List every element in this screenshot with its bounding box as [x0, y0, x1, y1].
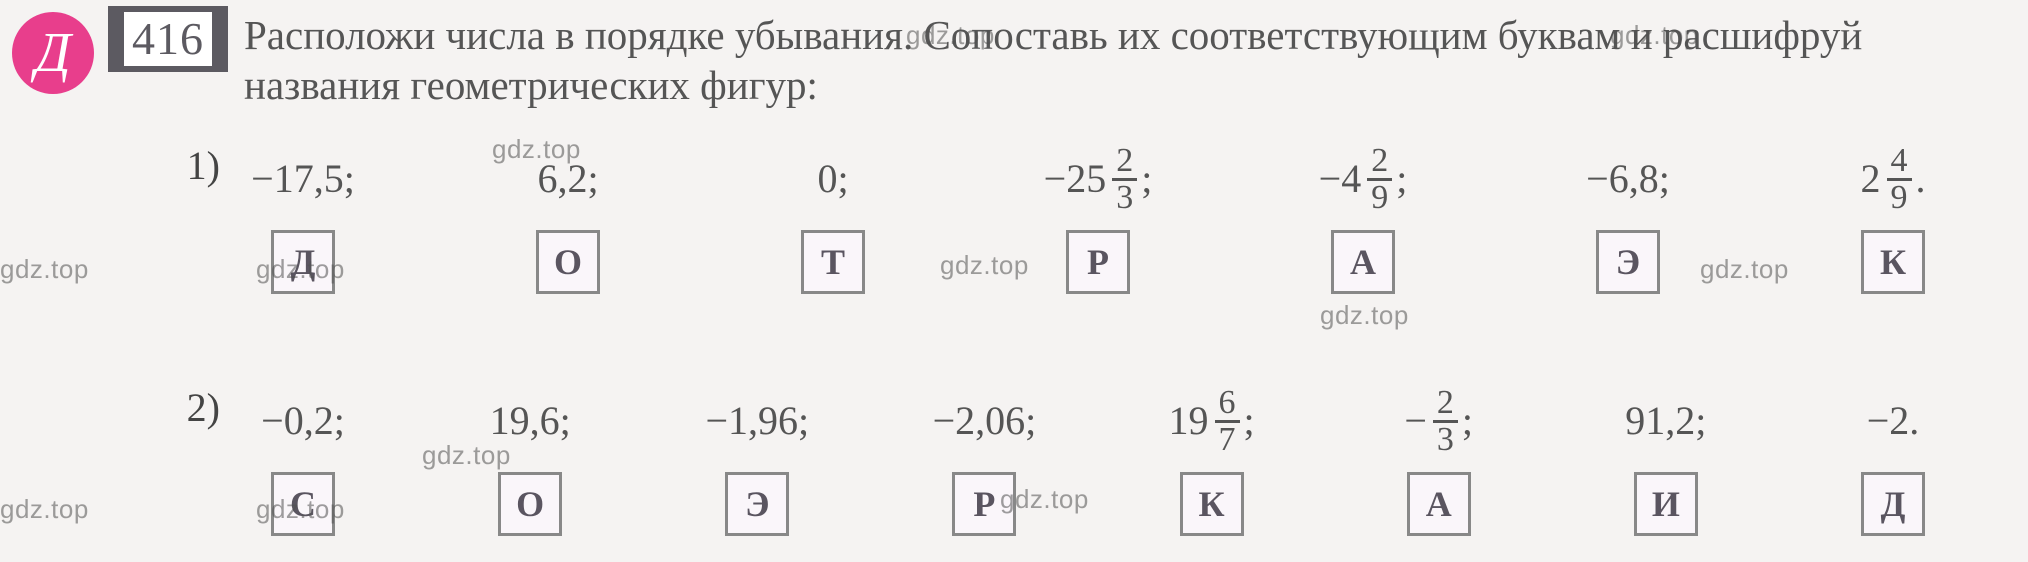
letter-box: К — [1180, 472, 1244, 536]
row-2-item: 91,2; И — [1591, 384, 1741, 536]
letter: Э — [745, 483, 769, 525]
letter: О — [554, 241, 582, 283]
letter: Д — [291, 241, 316, 283]
row-1-item: 6,2; О — [493, 142, 643, 294]
task-text: Расположи числа в порядке убывания. Сопо… — [244, 10, 1998, 110]
fraction: 67 — [1215, 386, 1240, 457]
letter-box: Р — [952, 472, 1016, 536]
number-value: 19,6; — [490, 384, 571, 458]
watermark: gdz.top — [0, 494, 89, 525]
row-2-item: −1,96; Э — [682, 384, 832, 536]
letter: А — [1350, 241, 1376, 283]
row-1: 1) −17,5; Д 6,2; О 0; Т −2523; Р −429; А −6,8; Э 249… — [140, 142, 1968, 294]
letter: О — [516, 483, 544, 525]
letter: И — [1652, 483, 1680, 525]
number-value: −2523; — [1044, 142, 1153, 216]
letter: А — [1426, 483, 1452, 525]
letter: К — [1199, 483, 1225, 525]
row-2-item: −2. Д — [1818, 384, 1968, 536]
number-value: −23; — [1404, 384, 1473, 458]
number-value: 6,2; — [537, 142, 598, 216]
row-2-items: −0,2; С 19,6; О −1,96; Э −2,06; Р 1967; К −23; А 91,… — [228, 384, 1968, 536]
number-value: −429; — [1319, 142, 1408, 216]
watermark: gdz.top — [0, 254, 89, 285]
letter-box: К — [1861, 230, 1925, 294]
letter: Д — [1881, 483, 1906, 525]
number-value: −1,96; — [705, 384, 809, 458]
number-value: −2,06; — [933, 384, 1037, 458]
row-2: 2) −0,2; С 19,6; О −1,96; Э −2,06; Р 1967; К −23; А… — [140, 384, 1968, 536]
fraction: 23 — [1112, 144, 1137, 215]
row-1-item: −2523; Р — [1023, 142, 1173, 294]
row-1-item: 0; Т — [758, 142, 908, 294]
letter-box: Д — [1861, 472, 1925, 536]
fraction: 29 — [1367, 144, 1392, 215]
row-1-item: −6,8; Э — [1553, 142, 1703, 294]
number-value: −6,8; — [1586, 142, 1670, 216]
badge-letter: Д — [35, 25, 71, 81]
row-2-item: 1967; К — [1137, 384, 1287, 536]
watermark: gdz.top — [1320, 300, 1409, 331]
row-2-item: −0,2; С — [228, 384, 378, 536]
letter-box: О — [498, 472, 562, 536]
letter-box: Э — [1596, 230, 1660, 294]
letter: Р — [973, 483, 995, 525]
letter-box: Э — [725, 472, 789, 536]
letter-box: О — [536, 230, 600, 294]
letter-box: Р — [1066, 230, 1130, 294]
difficulty-badge: Д — [12, 12, 94, 94]
number-value: 1967; — [1169, 384, 1255, 458]
row-1-index: 1) — [140, 142, 228, 189]
number-value: −17,5; — [251, 142, 355, 216]
letter: К — [1880, 241, 1906, 283]
letter: Т — [821, 241, 845, 283]
row-2-item: −23; А — [1364, 384, 1514, 536]
row-2-index: 2) — [140, 384, 228, 431]
letter: С — [290, 483, 316, 525]
fraction: 23 — [1433, 386, 1458, 457]
row-1-items: −17,5; Д 6,2; О 0; Т −2523; Р −429; А −6,8; Э 249. К — [228, 142, 1968, 294]
letter-box: А — [1407, 472, 1471, 536]
number-value: 91,2; — [1625, 384, 1706, 458]
letter-box: С — [271, 472, 335, 536]
fraction: 49 — [1887, 144, 1912, 215]
row-1-item: −17,5; Д — [228, 142, 378, 294]
number-value: 249. — [1861, 142, 1926, 216]
row-2-item: 19,6; О — [455, 384, 605, 536]
letter: Э — [1616, 241, 1640, 283]
row-1-item: 249. К — [1818, 142, 1968, 294]
letter-box: Т — [801, 230, 865, 294]
letter-box: А — [1331, 230, 1395, 294]
row-1-item: −429; А — [1288, 142, 1438, 294]
page: Д 416 Расположи числа в порядке убывания… — [0, 0, 2028, 562]
letter: Р — [1087, 241, 1109, 283]
letter-box: И — [1634, 472, 1698, 536]
row-2-item: −2,06; Р — [909, 384, 1059, 536]
number-value: −0,2; — [261, 384, 345, 458]
letter-box: Д — [271, 230, 335, 294]
problem-number: 416 — [124, 12, 212, 66]
problem-number-box: 416 — [108, 6, 228, 72]
number-value: −2. — [1867, 384, 1920, 458]
number-value: 0; — [817, 142, 848, 216]
